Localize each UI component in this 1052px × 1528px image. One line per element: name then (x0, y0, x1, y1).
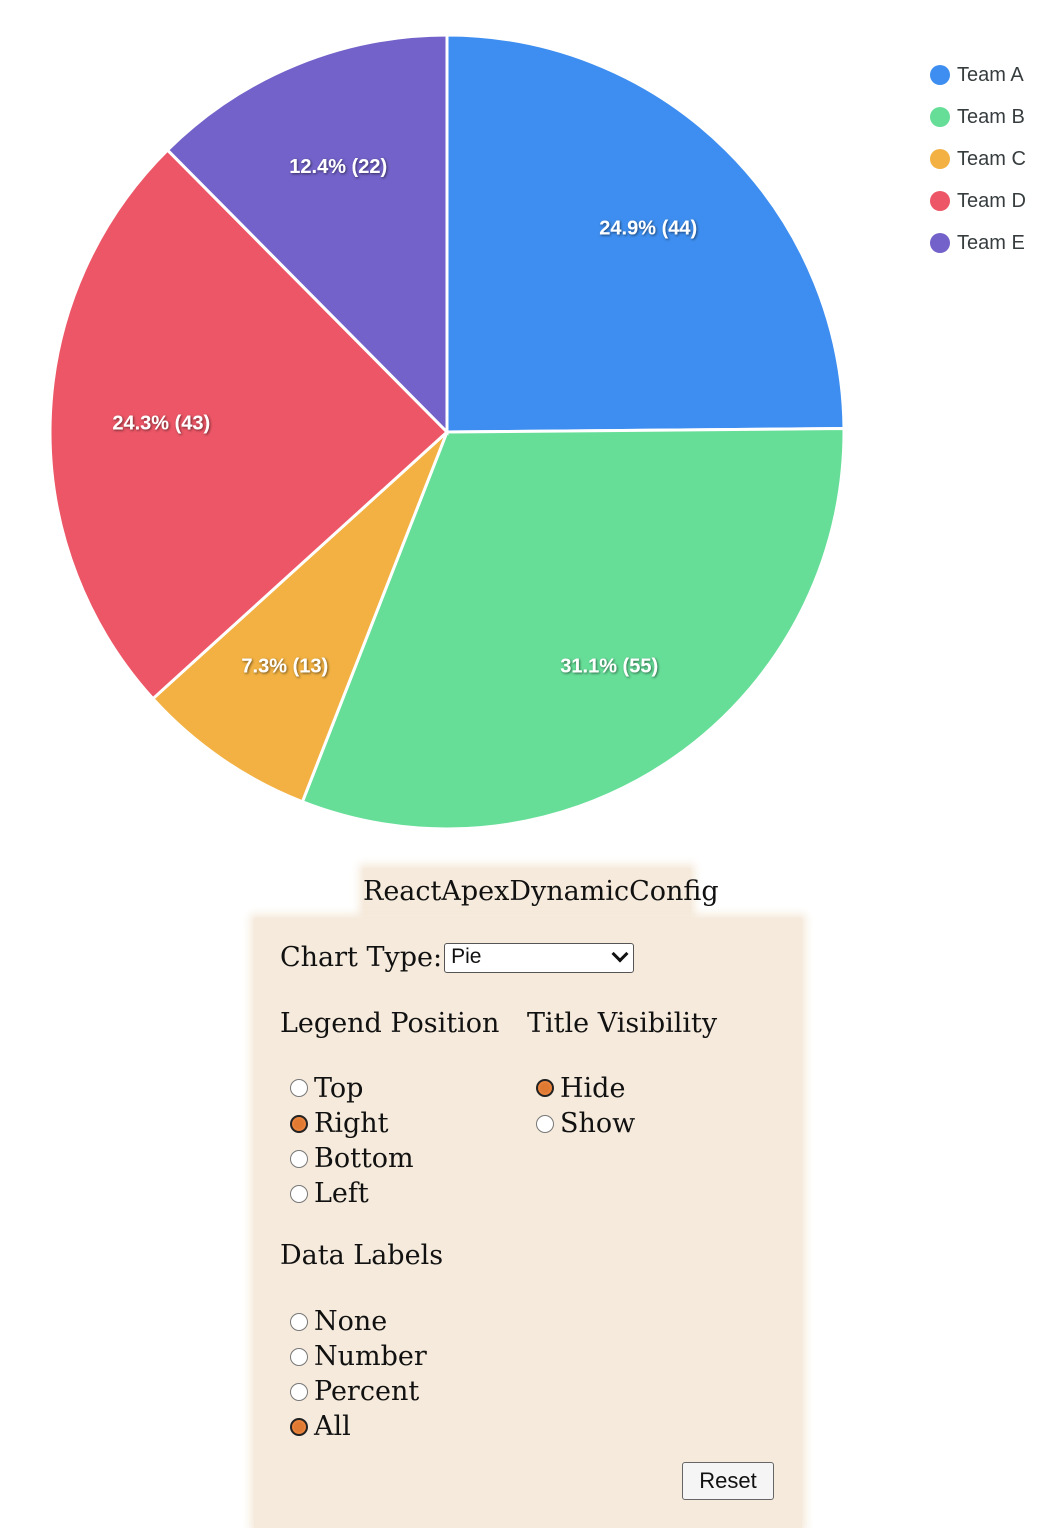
data-label-team-d: 24.3% (43) (112, 413, 210, 435)
radio-button[interactable] (290, 1347, 308, 1366)
data-labels-heading: Data Labels (280, 1240, 444, 1271)
radio-option-title-hide[interactable]: Hide (536, 1070, 635, 1106)
legend-marker (930, 149, 950, 169)
legend-marker (930, 191, 950, 211)
pie-slice-team-e[interactable] (165, 33, 449, 436)
radio-label: Show (560, 1108, 636, 1139)
legend-marker (930, 233, 950, 253)
radio-option-legend-right[interactable]: Right (290, 1106, 414, 1141)
legend-marker (930, 107, 950, 127)
radio-button-selected[interactable] (290, 1114, 308, 1133)
radio-label: Percent (314, 1376, 420, 1407)
radio-label: Left (314, 1178, 369, 1209)
config-panel-title: ReactApexDynamicConfig (363, 868, 719, 918)
radio-label: Number (314, 1341, 427, 1372)
pie-slice-team-b[interactable] (300, 426, 846, 831)
title-visibility-options: Hide Show (536, 1070, 635, 1141)
radio-option-labels-all[interactable]: All (290, 1409, 427, 1444)
title-visibility-heading: Title Visibility (527, 1008, 718, 1039)
radio-option-legend-top[interactable]: Top (290, 1070, 414, 1106)
data-labels-options: None Number Percent All (290, 1304, 427, 1444)
legend-label: Team D (957, 189, 1026, 212)
legend-item-team-b[interactable]: Team B (930, 96, 1026, 138)
radio-button[interactable] (536, 1114, 554, 1133)
radio-button-selected[interactable] (536, 1079, 554, 1097)
radio-option-legend-left[interactable]: Left (290, 1176, 414, 1211)
radio-button[interactable] (290, 1149, 308, 1168)
legend-label: Team A (957, 63, 1024, 86)
legend-label: Team C (957, 147, 1026, 170)
chart-type-label: Chart Type: (280, 942, 443, 973)
data-label-team-b: 31.1% (55) (560, 656, 658, 678)
legend-position-options: Top Right Bottom Left (290, 1070, 414, 1211)
data-label-team-e: 12.4% (22) (289, 156, 387, 178)
legend-label: Team E (957, 231, 1025, 254)
pie-slice-team-d[interactable] (48, 147, 450, 701)
radio-label: None (314, 1306, 388, 1337)
legend-item-team-c[interactable]: Team C (930, 138, 1026, 180)
legend-label: Team B (957, 105, 1025, 128)
pie-slice-team-a[interactable] (445, 33, 846, 434)
legend-item-team-a[interactable]: Team A (930, 54, 1026, 96)
chart-type-row: Chart Type: Pie (280, 942, 635, 973)
radio-button[interactable] (290, 1382, 308, 1401)
legend-item-team-e[interactable]: Team E (930, 222, 1026, 264)
radio-option-labels-percent[interactable]: Percent (290, 1374, 427, 1409)
radio-option-title-show[interactable]: Show (536, 1106, 635, 1141)
radio-label: All (314, 1411, 351, 1442)
radio-button[interactable] (290, 1312, 308, 1331)
radio-button-selected[interactable] (290, 1417, 308, 1436)
chart-type-value: Pie (451, 944, 482, 968)
radio-label: Hide (560, 1072, 626, 1104)
radio-button[interactable] (290, 1184, 308, 1203)
pie-chart: 24.9% (44) 31.1% (55) 7.3% (13) 24.3% (43) 1… (48, 33, 846, 831)
data-label-team-a: 24.9% (44) (599, 217, 697, 239)
legend-marker (930, 65, 950, 85)
radio-label: Right (314, 1108, 389, 1139)
chart-type-select[interactable]: Pie (444, 942, 635, 973)
radio-button[interactable] (290, 1079, 308, 1097)
radio-option-labels-none[interactable]: None (290, 1304, 427, 1339)
radio-label: Bottom (314, 1143, 414, 1174)
data-label-team-c: 7.3% (13) (241, 656, 328, 678)
reset-button[interactable]: Reset (682, 1462, 774, 1500)
legend-item-team-d[interactable]: Team D (930, 180, 1026, 222)
chart-legend: Team A Team B Team C Team D Team E (930, 54, 1026, 264)
radio-option-legend-bottom[interactable]: Bottom (290, 1141, 414, 1176)
radio-label: Top (314, 1072, 364, 1104)
chevron-down-icon (611, 945, 629, 962)
radio-option-labels-number[interactable]: Number (290, 1339, 427, 1374)
config-panel: Chart Type: Pie Legend Position Top Righ… (254, 918, 802, 1528)
pie-slice-team-c[interactable] (150, 430, 449, 804)
legend-position-heading: Legend Position (280, 1008, 500, 1039)
